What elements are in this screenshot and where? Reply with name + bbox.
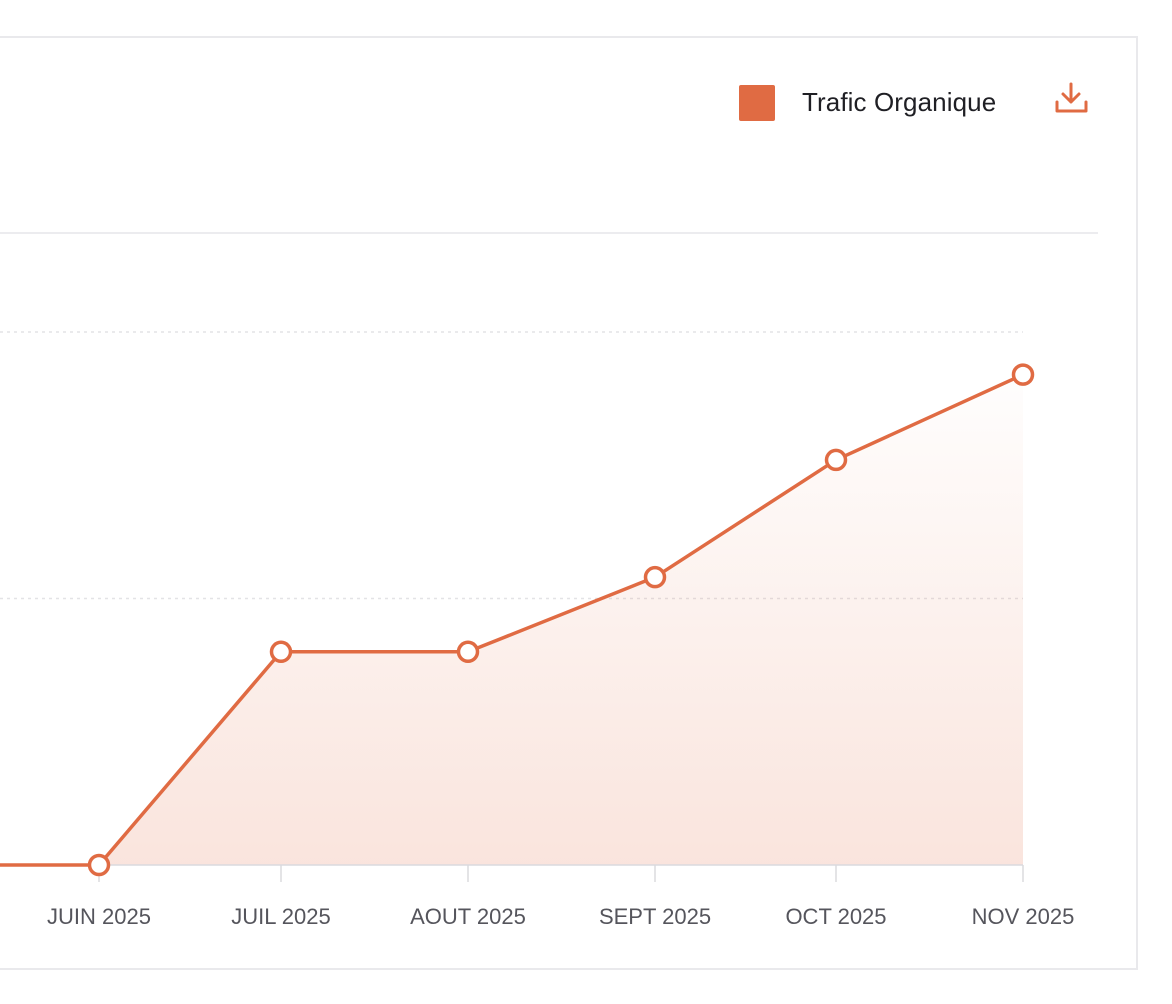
data-point — [87, 853, 111, 877]
data-point — [824, 448, 848, 472]
x-tick-label: SEPT 2025 — [599, 904, 711, 929]
area-layer — [0, 374, 1023, 865]
x-tick-label: JUIN 2025 — [47, 904, 151, 929]
data-point — [643, 565, 667, 589]
data-point — [1011, 363, 1035, 386]
data-point — [269, 640, 293, 664]
legend-swatch — [739, 84, 775, 121]
data-point — [456, 640, 480, 664]
legend[interactable]: Trafic Organique — [739, 84, 996, 121]
legend-label: Trafic Organique — [802, 87, 997, 117]
grid-layer — [0, 331, 1023, 600]
series-area — [0, 374, 1023, 865]
header-divider — [0, 232, 1098, 234]
x-axis — [0, 864, 1024, 882]
x-tick-label: OCT 2025 — [785, 904, 886, 929]
data-points — [87, 363, 1035, 877]
download-icon-glyph — [1055, 82, 1088, 113]
download-icon[interactable] — [1052, 80, 1092, 120]
x-tick-label: JUIL 2025 — [231, 904, 330, 929]
x-tick-label: AOUT 2025 — [410, 904, 526, 929]
x-axis-labels: JUIN 2025 JUIL 2025 AOUT 2025 SEPT 2025 OCT … — [47, 904, 1074, 929]
x-tick-label: NOV 2025 — [972, 904, 1075, 929]
